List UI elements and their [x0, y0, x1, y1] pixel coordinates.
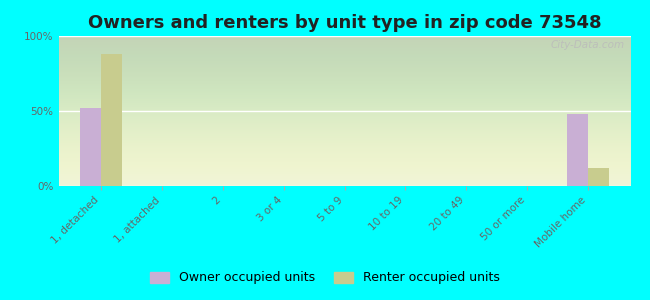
Title: Owners and renters by unit type in zip code 73548: Owners and renters by unit type in zip c…: [88, 14, 601, 32]
Bar: [588, 168, 609, 186]
Bar: [567, 114, 588, 186]
Legend: Owner occupied units, Renter occupied units: Owner occupied units, Renter occupied un…: [144, 265, 506, 291]
Text: City-Data.com: City-Data.com: [551, 40, 625, 50]
Bar: [101, 54, 122, 186]
Bar: [80, 108, 101, 186]
